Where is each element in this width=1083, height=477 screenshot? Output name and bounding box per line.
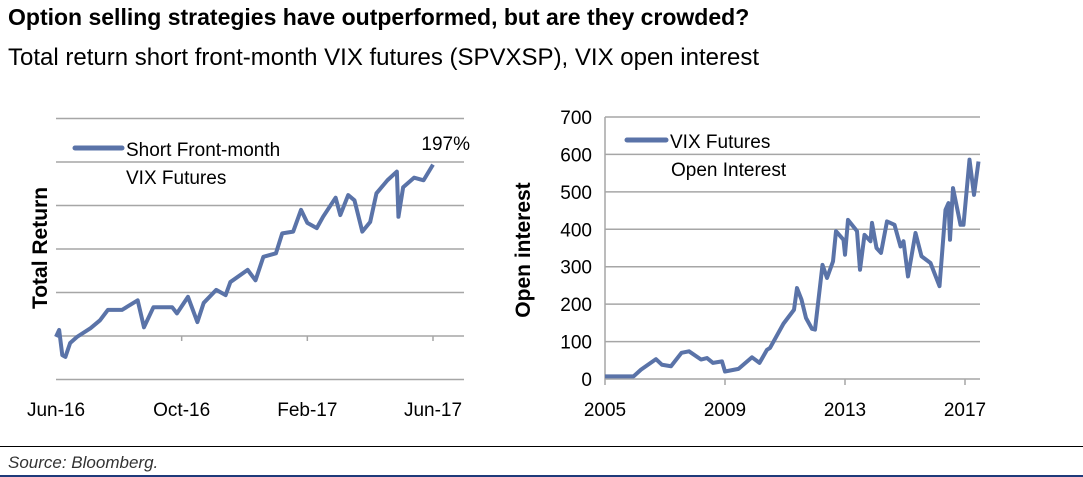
y-tick-label: 600 <box>560 145 592 166</box>
x-tick-label: 2005 <box>584 400 626 421</box>
y-tick-label: 100 <box>560 333 592 354</box>
y-tick-label: 700 <box>560 108 592 129</box>
x-tick-label: Oct-16 <box>153 400 210 421</box>
figure-title: Option selling strategies have outperfor… <box>8 4 750 30</box>
x-tick-label: 2009 <box>704 400 746 421</box>
x-tick-label: Jun-16 <box>27 400 85 421</box>
figure-subtitle: Total return short front-month VIX futur… <box>8 44 760 71</box>
bottom-divider <box>0 475 1083 477</box>
legend-label: VIX Futures <box>126 168 226 189</box>
source-note: Source: Bloomberg. <box>8 453 159 472</box>
y-tick-label: 300 <box>560 258 592 279</box>
y-tick-label: 400 <box>560 220 592 241</box>
divider <box>0 446 1083 447</box>
end-value-annotation: 197% <box>421 134 470 155</box>
series-line <box>54 163 435 359</box>
legend-label: Short Front-month <box>126 140 280 161</box>
y-axis-label: Open interest <box>512 182 535 317</box>
y-tick-label: 500 <box>560 183 592 204</box>
legend-label: Open Interest <box>671 160 787 181</box>
x-tick-label: 2013 <box>824 400 866 421</box>
x-tick-label: Jun-17 <box>404 400 462 421</box>
y-axis-label: Total Return <box>29 187 52 309</box>
x-tick-label: Feb-17 <box>277 400 337 421</box>
y-tick-label: 200 <box>560 295 592 316</box>
y-tick-label: 0 <box>581 370 592 391</box>
series-line <box>605 157 981 379</box>
legend-label: VIX Futures <box>670 132 770 153</box>
x-tick-label: 2017 <box>944 400 986 421</box>
